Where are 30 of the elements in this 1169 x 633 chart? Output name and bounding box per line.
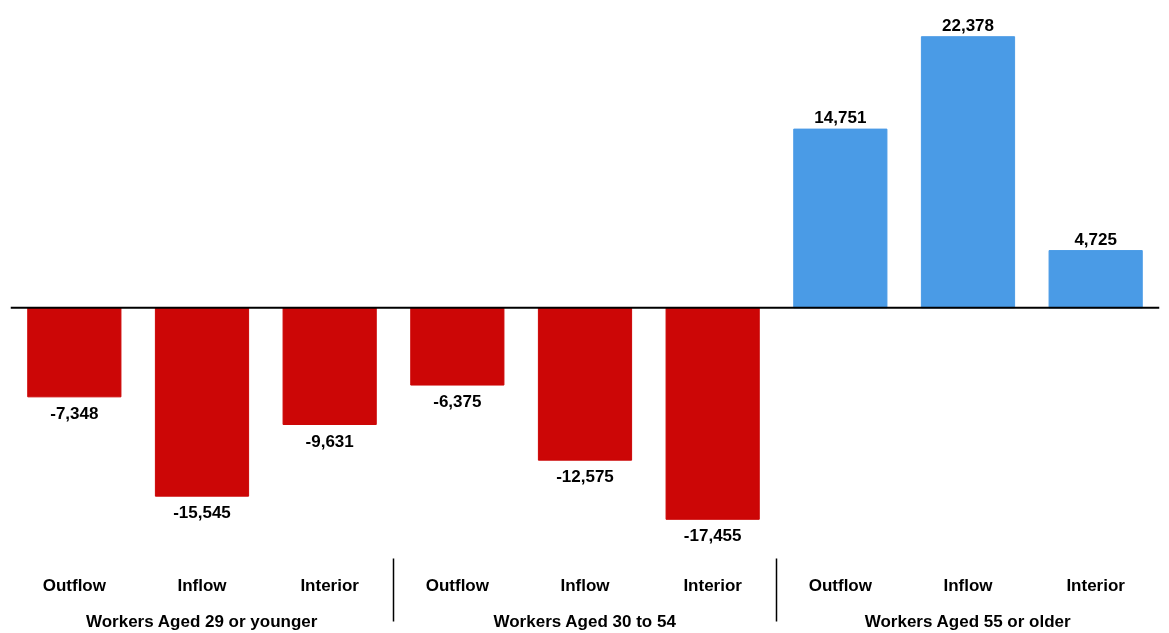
data-label: -6,375 xyxy=(433,392,482,412)
x-tick-label: Inflow xyxy=(943,575,994,595)
bar xyxy=(1048,250,1143,309)
bar xyxy=(665,307,760,520)
data-label: 22,378 xyxy=(942,15,994,35)
x-tick-label: Outflow xyxy=(425,575,490,595)
bar xyxy=(282,307,377,426)
bar xyxy=(154,307,250,497)
x-tick-label: Interior xyxy=(1066,575,1126,595)
bar xyxy=(27,307,122,398)
data-label: -15,545 xyxy=(173,503,231,523)
x-tick-label: Inflow xyxy=(177,575,228,595)
bar xyxy=(920,36,1016,309)
text: Workers Aged 30 to 54 xyxy=(493,611,677,631)
data-label: 4,725 xyxy=(1074,229,1117,249)
x-tick-label: Inflow xyxy=(560,575,611,595)
x-tick-label: Outflow xyxy=(42,575,107,595)
x-tick-label: Interior xyxy=(300,575,360,595)
bar xyxy=(410,307,505,386)
text: Workers Aged 29 or younger xyxy=(85,611,318,631)
bar xyxy=(793,128,888,309)
data-label: -9,631 xyxy=(305,431,354,451)
x-tick-label: Outflow xyxy=(808,575,873,595)
text: Workers Aged 55 or older xyxy=(864,611,1072,631)
data-label: -12,575 xyxy=(556,467,614,487)
data-label: 14,751 xyxy=(814,108,867,128)
x-tick-label: Interior xyxy=(683,575,743,595)
data-label: -17,455 xyxy=(683,526,742,546)
bar xyxy=(537,307,633,461)
data-label: -7,348 xyxy=(50,403,99,423)
